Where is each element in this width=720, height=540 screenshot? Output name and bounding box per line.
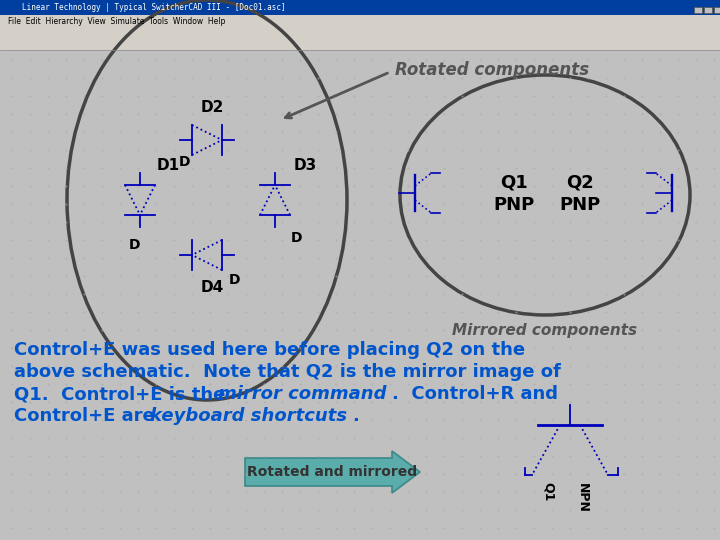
Text: Q1: Q1 [500,173,528,191]
Text: D2: D2 [200,100,224,116]
Text: Q1.  Control+E is the: Q1. Control+E is the [14,385,232,403]
Text: D3: D3 [293,158,317,172]
Bar [0,29,720,50]
Text: .: . [352,407,359,425]
Bar [0,0,720,15]
Text: PNP: PNP [493,196,535,214]
Bar [694,7,702,13]
Text: Rotated and mirrored: Rotated and mirrored [247,465,417,479]
Text: Linear Technology | Typical SwitcherCAD III - [Doc01.asc]: Linear Technology | Typical SwitcherCAD … [22,3,286,12]
Text: D: D [179,155,191,169]
Text: mirror command: mirror command [218,385,387,403]
Text: Rotated components: Rotated components [395,61,589,79]
Text: PNP: PNP [559,196,600,214]
Text: Mirrored components: Mirrored components [452,322,638,338]
FancyArrow shape [245,451,420,493]
Text: Control+E are: Control+E are [14,407,161,425]
Text: Control+E was used here before placing Q2 on the: Control+E was used here before placing Q… [14,341,525,359]
Text: D: D [229,273,240,287]
Text: D4: D4 [200,280,224,294]
Bar [714,7,720,13]
Text: Q1: Q1 [541,482,554,502]
Text: D: D [130,238,140,252]
Text: .  Control+R and: . Control+R and [392,385,558,403]
Text: Q2: Q2 [566,173,594,191]
Text: keyboard shortcuts: keyboard shortcuts [150,407,347,425]
Text: D: D [292,231,302,245]
Bar [0,15,720,29]
Text: NPN: NPN [575,483,588,513]
Text: above schematic.  Note that Q2 is the mirror image of: above schematic. Note that Q2 is the mir… [14,363,561,381]
Text: File  Edit  Hierarchy  View  Simulate  Tools  Window  Help: File Edit Hierarchy View Simulate Tools … [8,17,225,26]
Bar [704,7,712,13]
Text: D1: D1 [156,158,179,172]
